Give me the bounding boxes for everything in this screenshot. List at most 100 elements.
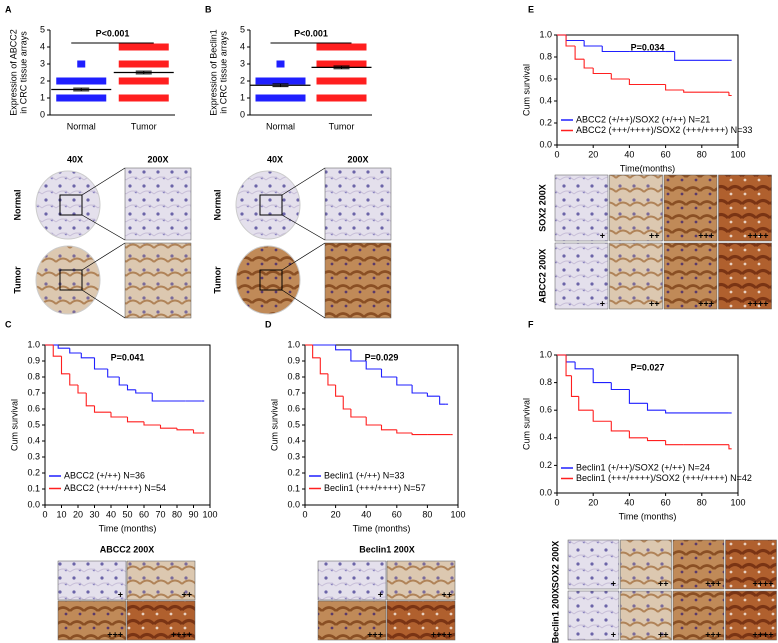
- survival-step: [135, 389, 153, 394]
- micrograph: [567, 590, 620, 641]
- survival-step: [176, 428, 194, 431]
- survival-step: [350, 349, 367, 362]
- image-title: ABCC2 200X: [100, 544, 155, 554]
- panel-letter: D: [265, 319, 272, 329]
- y-tick-label: 0.9: [287, 355, 300, 365]
- survival-step: [439, 396, 446, 405]
- x-axis-label: Time (months): [99, 523, 157, 533]
- survival-step: [335, 385, 344, 397]
- survival-step: [319, 357, 328, 375]
- legend-label: Beclin1 (+++/++++)/SOX2 (+++/++++) N=42: [576, 473, 752, 483]
- zoom-connector: [281, 242, 326, 319]
- p-value: P=0.034: [631, 42, 665, 52]
- micrograph: [620, 590, 672, 641]
- survival-step: [665, 440, 684, 446]
- micrograph: [126, 560, 196, 601]
- grade-label: +: [118, 589, 123, 599]
- row-label: Normal: [12, 189, 22, 220]
- y-tick-label: 0.4: [287, 435, 300, 445]
- micrograph: [672, 539, 725, 590]
- y-axis-label: Expression of Beclin1: [208, 29, 218, 116]
- x-tick-label: Tumor: [329, 121, 355, 131]
- row-label: SOX2 200X: [537, 184, 547, 232]
- row-label: Tumor: [12, 266, 22, 294]
- survival-step: [565, 35, 576, 47]
- y-tick-label: 0.2: [287, 467, 300, 477]
- image-title: Beclin1 200X: [359, 544, 415, 554]
- x-tick-label: 80: [422, 509, 432, 519]
- error-bar: [272, 83, 289, 88]
- grade-label: ++: [649, 230, 660, 240]
- y-tick-label: 0.3: [27, 451, 40, 461]
- y-tick-label: 0.8: [27, 371, 40, 381]
- survival-step: [69, 348, 82, 354]
- micrograph: [317, 560, 387, 601]
- y-tick-label: 0.0: [287, 499, 300, 509]
- y-tick-label: 0.3: [287, 451, 300, 461]
- x-tick-label: 40: [624, 497, 634, 507]
- grade-label: +: [611, 629, 616, 639]
- y-tick-label: 1: [40, 92, 45, 102]
- survival-step: [583, 59, 594, 69]
- survival-step: [565, 355, 576, 363]
- dot-band: [56, 94, 107, 102]
- survival-step: [350, 409, 367, 418]
- panel-letter: F: [528, 319, 534, 329]
- survival-step: [574, 361, 594, 370]
- magnification: 200X: [147, 154, 168, 164]
- micrograph: [663, 242, 718, 310]
- zoom-box: [59, 269, 83, 291]
- grade-label: ++: [658, 578, 669, 588]
- dot-band: [77, 60, 86, 68]
- grade-label: ++++: [171, 629, 192, 639]
- micrograph: [554, 174, 609, 242]
- y-tick-label: 3: [40, 58, 45, 68]
- y-tick-label: 0.4: [27, 435, 40, 445]
- dot-band: [316, 60, 367, 68]
- survival-step: [93, 357, 108, 370]
- micrograph: [567, 539, 620, 590]
- survival-step: [365, 417, 382, 426]
- survival-step: [110, 412, 128, 418]
- row-label: Normal: [212, 189, 222, 220]
- grade-label: +: [600, 298, 605, 308]
- survival-step: [380, 369, 397, 378]
- y-axis-label: in CRC tissue arrays: [218, 31, 228, 114]
- y-tick-label: 0.6: [539, 405, 552, 415]
- error-bar: [135, 70, 152, 75]
- survival-step: [628, 79, 666, 86]
- y-tick-label: 2: [40, 75, 45, 85]
- y-tick-label: 1.0: [539, 29, 552, 39]
- survival-step: [411, 433, 428, 436]
- x-tick-label: Tumor: [131, 121, 157, 131]
- y-tick-label: 0.4: [539, 95, 552, 105]
- y-tick-label: 0.5: [287, 419, 300, 429]
- x-tick-label: Normal: [67, 121, 96, 131]
- y-tick-label: 5: [240, 24, 245, 34]
- y-tick-label: 0.5: [27, 419, 40, 429]
- grade-label: ++++: [431, 629, 452, 639]
- survival-step: [312, 345, 321, 359]
- survival-step: [574, 46, 585, 60]
- survival-step: [192, 429, 202, 434]
- grade-label: ++: [658, 629, 669, 639]
- survival-step: [85, 393, 95, 407]
- survival-step: [396, 429, 413, 434]
- micrograph: [386, 560, 456, 601]
- survival-step: [118, 377, 128, 386]
- panel-letter: E: [528, 4, 534, 14]
- survival-step: [327, 373, 336, 386]
- grade-label: +++: [705, 629, 721, 639]
- survival-step: [93, 405, 111, 413]
- survival-step: [151, 393, 186, 402]
- y-axis-label: Cum survival: [9, 399, 19, 451]
- survival-step: [77, 385, 87, 394]
- micrograph: [672, 590, 725, 641]
- row-label: Tumor: [212, 266, 222, 294]
- tissue-section: [35, 245, 101, 315]
- survival-step: [583, 40, 603, 47]
- survival-step: [143, 421, 161, 426]
- x-axis-label: Time(months): [620, 163, 675, 173]
- legend-label: ABCC2 (+++/++++) N=54: [64, 483, 166, 493]
- grade-label: +: [378, 589, 383, 599]
